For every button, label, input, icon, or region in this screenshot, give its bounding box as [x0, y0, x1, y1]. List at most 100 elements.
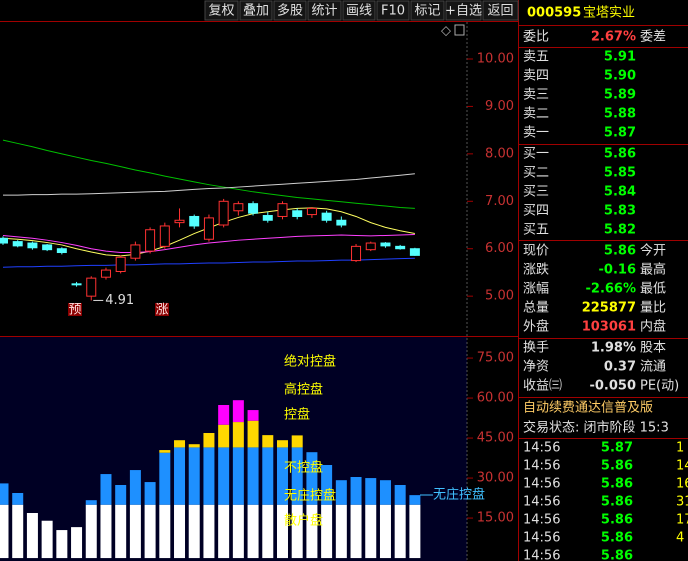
- tick-volume: 1: [676, 441, 684, 456]
- y-tick-label: 7.00: [485, 194, 514, 209]
- y-tick-label: 60.00: [477, 391, 514, 406]
- row-label: 买五: [523, 223, 549, 238]
- y-tick-label: 5.00: [485, 289, 514, 304]
- toolbar-button[interactable]: 叠加: [239, 0, 273, 21]
- stacked-bar: [247, 504, 259, 559]
- toolbar-button[interactable]: 返回: [482, 0, 519, 21]
- moving-average: [2, 139, 415, 209]
- stacked-bar: [291, 435, 303, 448]
- candle-body: [0, 237, 8, 244]
- candle-body: [86, 277, 97, 297]
- low-label: 4.91: [105, 293, 134, 308]
- button-frame: [342, 0, 376, 21]
- row-extra-label: 量比: [640, 301, 666, 316]
- candle-body: [56, 248, 67, 254]
- signal-marker-box: [155, 303, 169, 316]
- row-value: 5.90: [604, 69, 636, 84]
- button-label: 统计: [311, 4, 337, 19]
- tick-price: 5.87: [601, 441, 633, 456]
- stacked-bar: [321, 504, 333, 559]
- signal-marker: 涨: [155, 303, 168, 318]
- row-value: -0.050: [589, 379, 636, 394]
- diamond-icon[interactable]: ◇: [441, 24, 451, 39]
- button-label: 标记: [414, 4, 440, 19]
- zone-label: 控盘: [284, 407, 310, 423]
- stacked-bar: [276, 440, 288, 448]
- candle-body: [409, 248, 420, 256]
- button-label: 叠加: [243, 4, 269, 19]
- stacked-bar: [0, 483, 9, 505]
- row-label: 换手: [523, 341, 549, 356]
- row-label: 卖四: [523, 69, 549, 84]
- stacked-bar: [409, 495, 421, 505]
- row-value: 5.87: [604, 126, 636, 141]
- stacked-bar: [159, 452, 171, 505]
- candle-body: [321, 212, 332, 221]
- tick-time: 14:56: [523, 549, 560, 561]
- row-value: 5.89: [604, 88, 636, 103]
- stacked-bar: [12, 493, 24, 505]
- toolbar-button[interactable]: 标记: [410, 0, 445, 21]
- tick-time: 14:56: [523, 459, 560, 474]
- stacked-bar: [85, 504, 97, 559]
- stacked-bar: [365, 478, 377, 505]
- row-label: 涨跌: [523, 262, 549, 278]
- button-frame: [376, 0, 410, 21]
- indicator-chart: 75.00 60.00 45.00 30.00 15.00 绝对控盘高控盘控盘不控盘无庄控…: [0, 351, 514, 559]
- stacked-bar: [100, 504, 112, 559]
- window-icon[interactable]: [454, 24, 465, 36]
- row-extra-label: 内盘: [640, 319, 666, 335]
- tick-time: 14:56: [523, 441, 560, 456]
- y-tick-label: 45.00: [477, 431, 514, 446]
- stacked-bar: [26, 513, 38, 559]
- notice: 自动续费通达信普及版: [523, 401, 653, 416]
- stacked-bar: [350, 504, 362, 559]
- toolbar-button[interactable]: F10: [376, 0, 410, 21]
- row-extra-label: 最低: [640, 282, 666, 297]
- row-value: 1.98%: [591, 341, 636, 356]
- toolbar-button[interactable]: 多股: [273, 0, 307, 21]
- stacked-bar: [262, 447, 274, 505]
- stacked-bar: [203, 433, 215, 448]
- row-label: 卖五: [523, 50, 549, 65]
- button-frame: [239, 0, 273, 21]
- tick-price: 5.86: [601, 549, 633, 561]
- tick-volume: 17: [676, 513, 688, 528]
- toolbar-button[interactable]: 统计: [307, 0, 342, 21]
- button-label: 复权: [208, 3, 234, 19]
- stacked-bar: [232, 422, 244, 448]
- stacked-bar: [262, 435, 274, 448]
- toolbar-button[interactable]: 画线: [342, 0, 376, 21]
- tick-price: 5.86: [601, 531, 633, 546]
- zone-label: 不控盘: [284, 460, 323, 476]
- current-label: 无庄控盘: [433, 487, 485, 503]
- candle-body: [233, 203, 244, 212]
- row-value: 5.83: [604, 204, 636, 219]
- row-value: 0.37: [604, 360, 636, 375]
- stacked-bar: [71, 527, 83, 559]
- candle-body: [42, 244, 53, 251]
- stacked-bar: [188, 447, 200, 505]
- stacked-bar: [409, 504, 421, 559]
- stacked-bar: [144, 504, 156, 559]
- y-tick-label: 30.00: [477, 471, 514, 486]
- stacked-bar: [203, 504, 215, 559]
- row-label: 现价: [523, 244, 549, 259]
- toolbar-button[interactable]: 复权: [204, 0, 239, 21]
- stacked-bar: [335, 504, 347, 559]
- button-frame: [307, 0, 342, 21]
- row-label: 买三: [523, 185, 549, 200]
- y-tick-label: 8.00: [485, 146, 514, 161]
- stacked-bar: [129, 470, 141, 505]
- toolbar-button[interactable]: +自选: [445, 0, 482, 21]
- button-label: 多股: [277, 3, 303, 19]
- tick-time: 14:56: [523, 477, 560, 492]
- row-value: 5.84: [604, 185, 636, 200]
- stacked-bar: [115, 485, 127, 505]
- stacked-bar: [379, 480, 391, 505]
- stacked-bar: [115, 504, 127, 559]
- stacked-bar: [232, 400, 244, 423]
- row-label: 卖一: [523, 126, 549, 141]
- zone-label: 无庄控盘: [284, 488, 336, 504]
